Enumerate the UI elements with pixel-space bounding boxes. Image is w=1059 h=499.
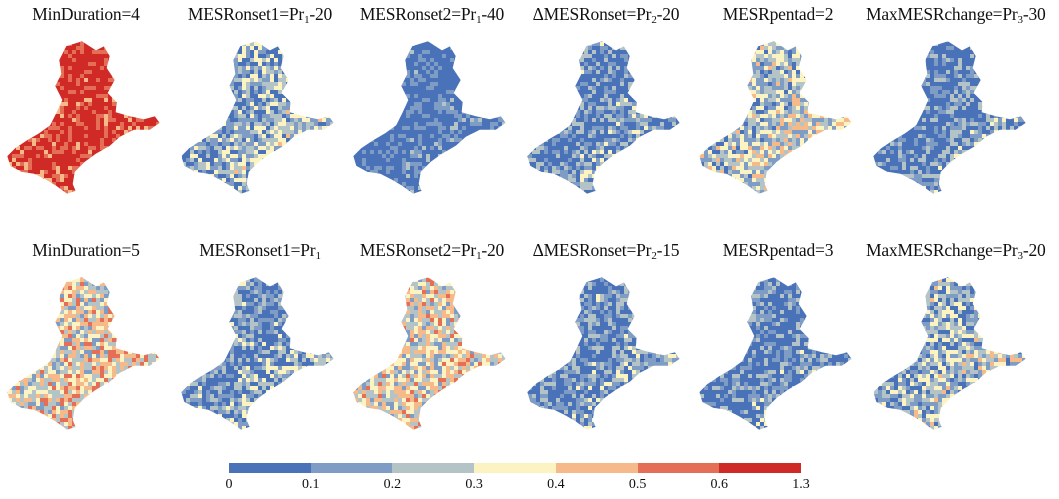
map-panel: MESRonset1=Pr1	[174, 236, 346, 446]
panel-title: MaxMESRchange=Pr3-20	[866, 240, 1046, 262]
legend-tick-label: 0.4	[547, 477, 565, 492]
region-outline	[352, 40, 507, 195]
legend-tick-label: 0.6	[710, 477, 729, 492]
region-outline	[872, 40, 1027, 195]
panel-title: ΔMESRonset=Pr2-20	[532, 4, 680, 26]
legend-swatch	[637, 463, 720, 473]
legend-tick-label: 0.5	[628, 477, 647, 492]
legend-tick-labels: 0 0.1 0.2 0.3 0.4 0.5 0.6 1.3	[225, 477, 810, 495]
map-panel: ΔMESRonset=Pr2-20	[520, 0, 692, 210]
region-map	[526, 40, 681, 195]
noise-raster	[527, 277, 680, 430]
color-legend: 0 0.1 0.2 0.3 0.4 0.5 0.6 1.3	[225, 463, 810, 495]
region-map	[352, 40, 507, 195]
map-panel: MaxMESRchange=Pr3-20	[866, 236, 1046, 446]
legend-swatch	[310, 463, 393, 473]
region-map	[872, 40, 1027, 195]
panel-title: MinDuration=5	[32, 240, 140, 260]
legend-tick-label: 0.1	[301, 477, 320, 492]
map-panel: MaxMESRchange=Pr3-30	[866, 0, 1046, 210]
region-outline	[698, 40, 853, 195]
region-map	[6, 276, 161, 431]
panel-title: MinDuration=4	[32, 4, 140, 24]
region-outline	[6, 40, 161, 195]
legend-tick-label: 1.3	[792, 477, 810, 492]
region-map	[352, 276, 507, 431]
region-outline	[526, 276, 681, 431]
map-panel: MESRonset1=Pr1-20	[174, 0, 346, 210]
panel-title: MESRpentad=2	[722, 4, 834, 24]
legend-tick-label: 0	[225, 477, 233, 492]
region-outline	[526, 40, 681, 195]
map-panel: MESRpentad=2	[692, 0, 864, 210]
legend-swatch	[719, 463, 802, 473]
region-outline	[872, 276, 1027, 431]
noise-raster	[527, 41, 680, 194]
panel-title: MESRonset1=Pr1	[199, 240, 321, 262]
region-outline	[180, 276, 335, 431]
region-map	[872, 276, 1027, 431]
panel-title: MESRonset2=Pr1-40	[359, 4, 505, 26]
panel-title: MESRpentad=3	[722, 240, 834, 260]
noise-raster	[873, 41, 1026, 194]
map-panel: MESRonset2=Pr1-40	[346, 0, 518, 210]
panel-title: MESRonset2=Pr1-20	[359, 240, 505, 262]
panel-title: MaxMESRchange=Pr3-30	[866, 4, 1046, 26]
region-map	[698, 40, 853, 195]
noise-raster	[353, 277, 506, 430]
region-map	[698, 276, 853, 431]
map-panel: MinDuration=4	[0, 0, 172, 210]
region-map	[6, 40, 161, 195]
legend-swatch	[555, 463, 638, 473]
legend-swatch	[474, 463, 556, 473]
map-panel: MESRpentad=3	[692, 236, 864, 446]
region-outline	[6, 276, 161, 431]
noise-raster	[181, 277, 334, 430]
panel-title: ΔMESRonset=Pr2-15	[532, 240, 680, 262]
region-outline	[698, 276, 853, 431]
legend-tick-label: 0.3	[465, 477, 483, 492]
noise-raster	[873, 277, 1026, 430]
panel-title: MESRonset1=Pr1-20	[187, 4, 333, 26]
region-map	[180, 40, 335, 195]
noise-raster	[7, 277, 160, 430]
region-map	[180, 276, 335, 431]
legend-color-bar	[229, 463, 802, 473]
map-panel: MinDuration=5	[0, 236, 172, 446]
legend-swatch	[392, 463, 475, 473]
noise-raster	[353, 41, 506, 194]
region-outline	[352, 276, 507, 431]
legend-swatch	[229, 463, 311, 473]
legend-tick-label: 0.2	[383, 477, 402, 492]
map-panel: MESRonset2=Pr1-20	[346, 236, 518, 446]
noise-raster	[181, 41, 334, 194]
noise-raster	[699, 277, 852, 430]
map-panel: ΔMESRonset=Pr2-15	[520, 236, 692, 446]
region-map	[526, 276, 681, 431]
region-outline	[180, 40, 335, 195]
noise-raster	[699, 41, 852, 194]
noise-raster	[7, 41, 160, 194]
